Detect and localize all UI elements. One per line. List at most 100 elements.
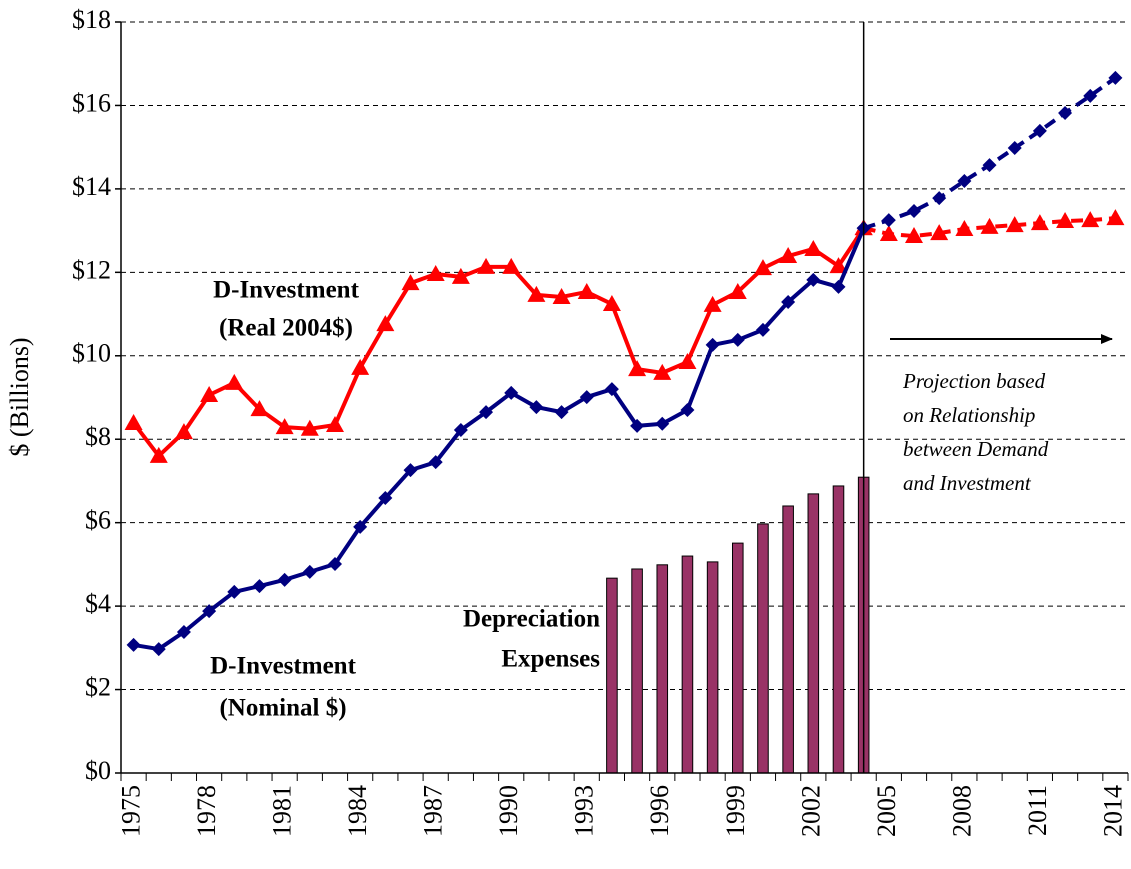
series-line <box>863 76 1117 231</box>
triangle-marker <box>174 423 193 440</box>
diamond-marker <box>453 423 468 438</box>
triangle-marker <box>1106 209 1125 226</box>
grid <box>121 21 1128 691</box>
x-tick-label: 1990 <box>494 785 523 837</box>
diamond-marker <box>302 564 317 579</box>
diamond-marker <box>932 191 947 206</box>
triangle-marker <box>879 224 898 241</box>
diamond-marker <box>806 272 821 287</box>
y-tick-label: $10 <box>72 339 111 368</box>
x-tick-label: 2005 <box>872 785 901 837</box>
diamond-marker <box>126 637 141 652</box>
diamond-marker <box>881 213 896 228</box>
y-tick-label: $12 <box>72 255 111 284</box>
series-line <box>863 216 1116 239</box>
triangle-marker <box>200 385 219 402</box>
x-tick-label: 2011 <box>1023 785 1052 836</box>
y-tick-label: $8 <box>85 422 111 451</box>
annotations: D-Investment (Real 2004$) D-Investment (Nom… <box>210 277 1049 722</box>
triangle-marker <box>653 363 672 380</box>
triangle-marker <box>275 418 294 435</box>
triangle-marker <box>779 247 798 264</box>
diamond-marker <box>202 604 217 619</box>
annotation: on Relationship <box>903 403 1035 427</box>
diamond-marker <box>378 491 393 506</box>
bar <box>631 568 643 774</box>
triangle-marker <box>325 416 344 433</box>
diamond-marker <box>529 400 544 415</box>
bar <box>706 561 719 774</box>
diamond-marker <box>1007 141 1022 156</box>
triangle-marker <box>149 446 168 463</box>
diamond-marker <box>1032 123 1047 138</box>
triangle-marker <box>980 217 999 234</box>
triangle-marker <box>1056 212 1075 229</box>
x-tick-label: 2014 <box>1098 785 1127 837</box>
annotation: between Demand <box>903 437 1049 461</box>
diamond-marker <box>680 403 695 418</box>
diamond-marker <box>1058 105 1073 120</box>
y-tick-label: $18 <box>72 5 111 34</box>
triangle-marker <box>451 267 470 284</box>
x-tick-label: 1981 <box>268 785 297 837</box>
triangle-marker <box>502 257 521 274</box>
x-tick-label: 1993 <box>570 785 599 837</box>
diamond-marker <box>277 572 292 587</box>
annotation: D-Investment <box>210 653 356 680</box>
diamond-marker <box>428 455 443 470</box>
triangle-marker <box>376 315 395 332</box>
bar <box>681 555 694 774</box>
triangle-marker <box>401 274 420 291</box>
triangle-marker <box>477 257 496 274</box>
bar <box>732 542 744 774</box>
y-tick-label: $14 <box>72 172 111 201</box>
diamond-marker <box>1108 70 1123 85</box>
triangle-marker <box>250 400 269 417</box>
y-tick-label: $0 <box>85 756 111 785</box>
diamond-marker <box>907 204 922 219</box>
triangle-marker <box>703 295 722 312</box>
triangle-marker <box>628 360 647 377</box>
triangle-marker <box>1081 211 1100 228</box>
annotation: Projection based <box>902 369 1046 393</box>
diamond-marker <box>227 584 242 599</box>
diamond-marker <box>1083 88 1098 103</box>
triangle-marker <box>426 265 445 282</box>
triangle-marker <box>829 257 848 274</box>
diamond-marker <box>151 642 166 657</box>
diamond-marker <box>504 385 519 400</box>
triangle-marker <box>728 282 747 299</box>
diamond-marker <box>982 158 997 173</box>
annotation: D-Investment <box>213 277 359 304</box>
triangle-marker <box>602 295 621 312</box>
diamond-marker <box>831 279 846 294</box>
diamond-marker <box>327 556 342 571</box>
diamond-marker <box>579 390 594 405</box>
triangle-marker <box>905 227 924 244</box>
series-line <box>131 227 866 458</box>
y-tick-label: $2 <box>85 673 111 702</box>
diamond-marker <box>781 294 796 309</box>
annotation: (Nominal $) <box>219 695 346 722</box>
lines <box>124 70 1125 657</box>
bar <box>782 505 794 774</box>
diamond-marker <box>176 624 191 639</box>
triangle-marker <box>678 353 697 370</box>
triangle-marker <box>804 239 823 256</box>
triangle-marker <box>552 287 571 304</box>
bar <box>606 577 618 774</box>
triangle-marker <box>577 282 596 299</box>
diamond-marker <box>755 322 770 337</box>
y-tick-label: $16 <box>72 88 111 117</box>
x-tick-label: 2002 <box>796 785 825 837</box>
annotation: Expenses <box>501 646 600 673</box>
triangle-marker <box>930 224 949 241</box>
x-tick-label: 2008 <box>947 785 976 837</box>
diamond-marker <box>554 405 569 420</box>
triangle-marker <box>225 373 244 390</box>
axes: $0 $2 $4 $6 $8 $10 $12 $14 $16 $18 1975 1978 1981 198… <box>72 5 1129 837</box>
diamond-marker <box>705 337 720 352</box>
y-tick-label: $6 <box>85 506 111 535</box>
x-tick-label: 1987 <box>419 785 448 837</box>
